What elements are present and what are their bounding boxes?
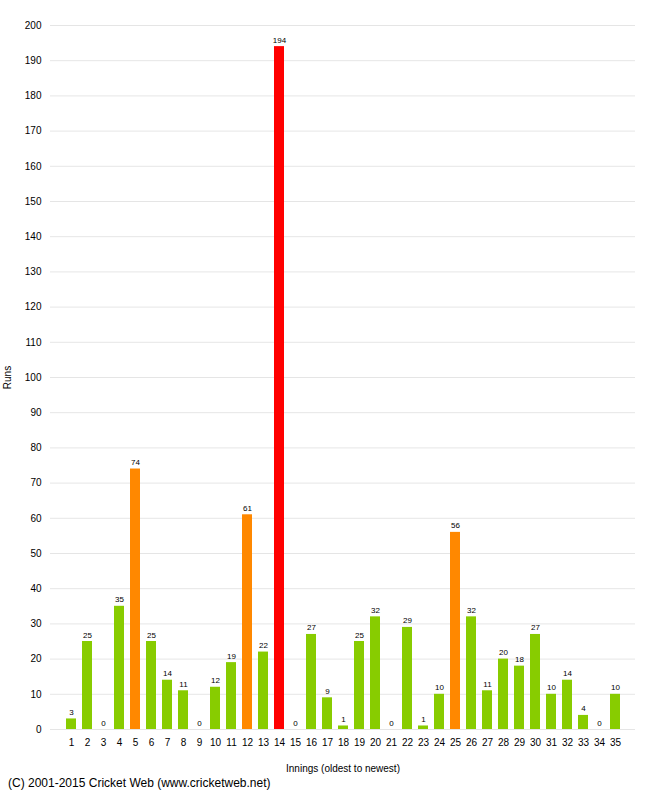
- svg-text:29: 29: [514, 737, 526, 748]
- svg-text:18: 18: [515, 655, 524, 664]
- svg-text:24: 24: [434, 737, 446, 748]
- svg-text:1: 1: [341, 715, 346, 724]
- svg-text:7: 7: [165, 737, 171, 748]
- svg-text:170: 170: [25, 125, 42, 136]
- svg-text:35: 35: [610, 737, 622, 748]
- svg-text:Runs: Runs: [2, 366, 13, 389]
- svg-text:14: 14: [563, 669, 572, 678]
- svg-text:31: 31: [546, 737, 558, 748]
- svg-text:8: 8: [181, 737, 187, 748]
- svg-text:21: 21: [386, 737, 398, 748]
- svg-text:13: 13: [258, 737, 270, 748]
- svg-text:32: 32: [562, 737, 574, 748]
- svg-text:6: 6: [149, 737, 155, 748]
- svg-text:0: 0: [389, 719, 394, 728]
- svg-text:Innings (oldest to newest): Innings (oldest to newest): [286, 763, 400, 774]
- html-text:(C) 2001-2015 Cricket Web (www: (C) 2001-2015 Cricket Web (www.cricketwe…: [8, 776, 271, 790]
- svg-text:9: 9: [197, 737, 203, 748]
- svg-text:1: 1: [69, 737, 75, 748]
- svg-text:12: 12: [242, 737, 254, 748]
- svg-text:14: 14: [163, 669, 172, 678]
- svg-text:200: 200: [25, 20, 42, 31]
- svg-text:25: 25: [147, 631, 156, 640]
- svg-text:190: 190: [25, 55, 42, 66]
- svg-text:2: 2: [85, 737, 91, 748]
- svg-text:140: 140: [25, 231, 42, 242]
- svg-text:35: 35: [115, 595, 124, 604]
- svg-text:28: 28: [498, 737, 510, 748]
- svg-text:29: 29: [403, 616, 412, 625]
- svg-text:16: 16: [306, 737, 318, 748]
- svg-text:20: 20: [370, 737, 382, 748]
- svg-text:14: 14: [274, 737, 286, 748]
- svg-text:15: 15: [290, 737, 302, 748]
- svg-text:0: 0: [197, 719, 202, 728]
- svg-text:110: 110: [26, 337, 42, 348]
- svg-text:194: 194: [273, 36, 287, 45]
- svg-text:9: 9: [325, 687, 330, 696]
- svg-text:26: 26: [466, 737, 478, 748]
- svg-text:90: 90: [30, 407, 42, 418]
- svg-text:12: 12: [211, 676, 220, 685]
- svg-text:20: 20: [499, 648, 508, 657]
- svg-text:0: 0: [101, 719, 106, 728]
- svg-text:10: 10: [435, 683, 444, 692]
- svg-text:120: 120: [25, 301, 42, 312]
- svg-text:34: 34: [594, 737, 606, 748]
- svg-text:22: 22: [259, 641, 268, 650]
- svg-text:10: 10: [210, 737, 222, 748]
- svg-text:60: 60: [30, 513, 42, 524]
- svg-text:100: 100: [25, 372, 42, 383]
- svg-text:11: 11: [226, 737, 237, 748]
- svg-text:180: 180: [25, 90, 42, 101]
- svg-text:10: 10: [611, 683, 620, 692]
- svg-text:4: 4: [117, 737, 123, 748]
- svg-text:0: 0: [293, 719, 298, 728]
- svg-text:27: 27: [531, 623, 540, 632]
- svg-text:40: 40: [30, 583, 42, 594]
- svg-text:10: 10: [547, 683, 556, 692]
- svg-text:33: 33: [578, 737, 590, 748]
- svg-text:25: 25: [355, 631, 364, 640]
- svg-text:61: 61: [243, 504, 252, 513]
- svg-text:32: 32: [371, 606, 380, 615]
- svg-text:10: 10: [30, 689, 42, 700]
- svg-text:160: 160: [25, 161, 42, 172]
- svg-text:18: 18: [338, 737, 350, 748]
- svg-text:23: 23: [418, 737, 430, 748]
- svg-text:11: 11: [483, 680, 492, 689]
- svg-text:150: 150: [25, 196, 42, 207]
- svg-text:25: 25: [83, 631, 92, 640]
- svg-text:3: 3: [69, 708, 74, 717]
- svg-text:74: 74: [131, 458, 140, 467]
- svg-text:19: 19: [227, 652, 236, 661]
- svg-text:27: 27: [482, 737, 494, 748]
- svg-text:5: 5: [133, 737, 139, 748]
- svg-text:20: 20: [30, 653, 42, 664]
- svg-text:32: 32: [467, 606, 476, 615]
- svg-text:22: 22: [402, 737, 414, 748]
- svg-text:3: 3: [101, 737, 107, 748]
- svg-text:0: 0: [597, 719, 602, 728]
- svg-text:56: 56: [451, 521, 460, 530]
- svg-text:1: 1: [421, 715, 426, 724]
- svg-text:80: 80: [30, 442, 42, 453]
- svg-text:70: 70: [30, 477, 42, 488]
- svg-text:0: 0: [36, 724, 42, 735]
- svg-text:30: 30: [530, 737, 542, 748]
- svg-text:130: 130: [25, 266, 42, 277]
- svg-text:25: 25: [450, 737, 462, 748]
- svg-text:19: 19: [354, 737, 366, 748]
- svg-text:17: 17: [322, 737, 334, 748]
- svg-text:11: 11: [179, 680, 188, 689]
- svg-text:30: 30: [30, 618, 42, 629]
- svg-text:4: 4: [581, 704, 586, 713]
- svg-text:50: 50: [30, 548, 42, 559]
- svg-text:27: 27: [307, 623, 316, 632]
